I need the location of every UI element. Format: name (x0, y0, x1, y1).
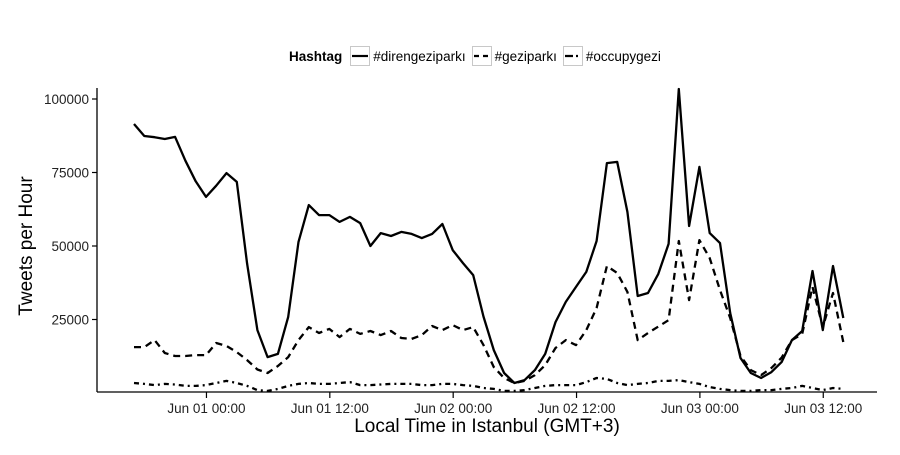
x-tick-label: Jun 03 00:00 (661, 401, 739, 416)
series-line-occupygezi (133, 376, 844, 393)
x-tick-label: Jun 01 12:00 (291, 401, 369, 416)
y-tick-label: 25000 (51, 313, 89, 328)
solid-line-key-icon (350, 46, 371, 66)
dotdash-line-key-icon (562, 46, 583, 66)
series-line-direngeziparki (133, 87, 845, 385)
x-tick-label: Jun 02 00:00 (414, 401, 492, 416)
x-tick-label: Jun 02 12:00 (538, 401, 616, 416)
x-axis-label: Local Time in Istanbul (GMT+3) (354, 416, 620, 437)
series-lines (133, 87, 845, 393)
legend-item-geziparki: #geziparkı (471, 46, 559, 66)
y-axis-label: Tweets per Hour (16, 176, 37, 316)
x-tick-label: Jun 01 00:00 (167, 401, 245, 416)
legend-label: #direngeziparkı (373, 48, 466, 64)
legend-item-occupygezi: #occupygezi (562, 46, 663, 66)
series-line-geziparki (134, 238, 845, 385)
legend-label: #geziparkı (494, 48, 557, 64)
y-tick-label: 100000 (44, 92, 89, 107)
legend-title: Hashtag (289, 48, 343, 64)
legend-item-direngeziparki: #direngeziparkı (350, 46, 467, 66)
legend: Hashtag #direngeziparkı #geziparkı #occu… (289, 45, 667, 67)
dashed-line-key-icon (471, 46, 492, 66)
axes: 25000 50000 75000 100000 Jun 01 00:00 Jun 01 … (44, 88, 877, 416)
y-tick-label: 75000 (51, 166, 89, 181)
x-tick-label: Jun 03 12:00 (784, 401, 862, 416)
legend-label: #occupygezi (585, 48, 661, 64)
y-tick-label: 50000 (51, 239, 89, 254)
